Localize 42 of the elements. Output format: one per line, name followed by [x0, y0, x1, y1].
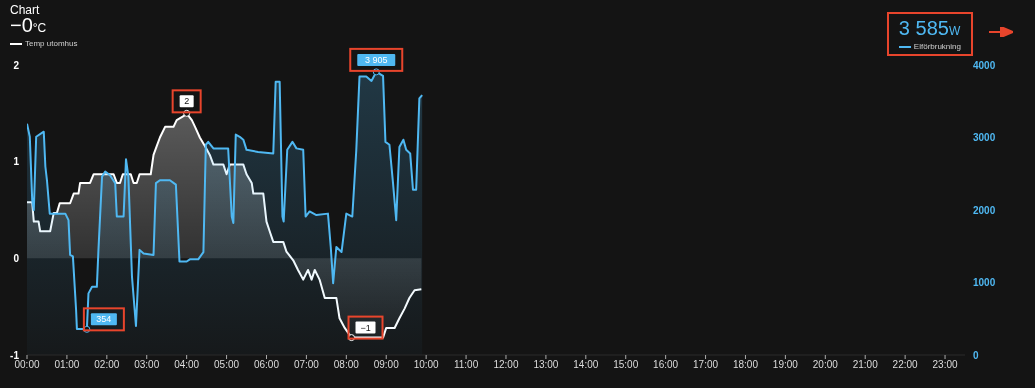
x-tick-label: 19:00 [772, 359, 799, 371]
x-tick-label: 23:00 [932, 359, 958, 371]
x-tick-label: 08:00 [333, 359, 360, 371]
y2-tick-label: 1000 [973, 277, 996, 289]
x-tick-label: 16:00 [653, 359, 679, 371]
x-tick-label: 07:00 [293, 359, 320, 371]
y-tick-label: -1 [10, 349, 20, 361]
x-tick-label: 06:00 [253, 359, 280, 371]
y-tick-label: 2 [13, 59, 20, 71]
data-label: 3 905 [364, 54, 388, 65]
x-tick-label: 11:00 [453, 359, 479, 371]
x-tick-label: 14:00 [573, 359, 599, 371]
y2-tick-label: 2000 [973, 204, 996, 216]
x-tick-label: 04:00 [174, 359, 200, 371]
x-tick-label: 15:00 [613, 359, 639, 371]
highlight-frame: 3 585W Elförbrukning [886, 12, 973, 56]
x-tick-label: 20:00 [812, 359, 839, 371]
x-tick-label: 03:00 [134, 359, 160, 371]
x-tick-label: 01:00 [54, 359, 80, 371]
y2-tick-label: 0 [973, 349, 979, 361]
data-label: −1 [360, 322, 371, 333]
legend-label: Elförbrukning [912, 42, 961, 51]
text: −0°C [10, 14, 47, 36]
x-tick-label: 02:00 [94, 359, 120, 371]
x-tick-label: 22:00 [892, 359, 919, 371]
x-tick-label: 17:00 [693, 359, 719, 371]
data-label: 354 [96, 314, 112, 325]
x-tick-label: 12:00 [493, 359, 519, 371]
data-label: 2 [184, 96, 190, 107]
x-tick-label: 13:00 [533, 359, 559, 371]
x-tick-label: 05:00 [214, 359, 240, 371]
y2-tick-label: 3000 [973, 132, 996, 144]
x-tick-label: 10:00 [413, 359, 440, 371]
y-tick-label: 1 [13, 156, 20, 168]
y2-tick-label: 4000 [973, 59, 996, 71]
x-tick-label: 09:00 [373, 359, 400, 371]
x-tick-label: 00:00 [14, 359, 40, 371]
legend-label: Temp utomhus [24, 39, 78, 48]
y-tick-label: 0 [13, 252, 20, 264]
x-tick-label: 18:00 [732, 359, 759, 371]
x-tick-label: 21:00 [852, 359, 879, 371]
chart-title: Chart [10, 3, 40, 17]
